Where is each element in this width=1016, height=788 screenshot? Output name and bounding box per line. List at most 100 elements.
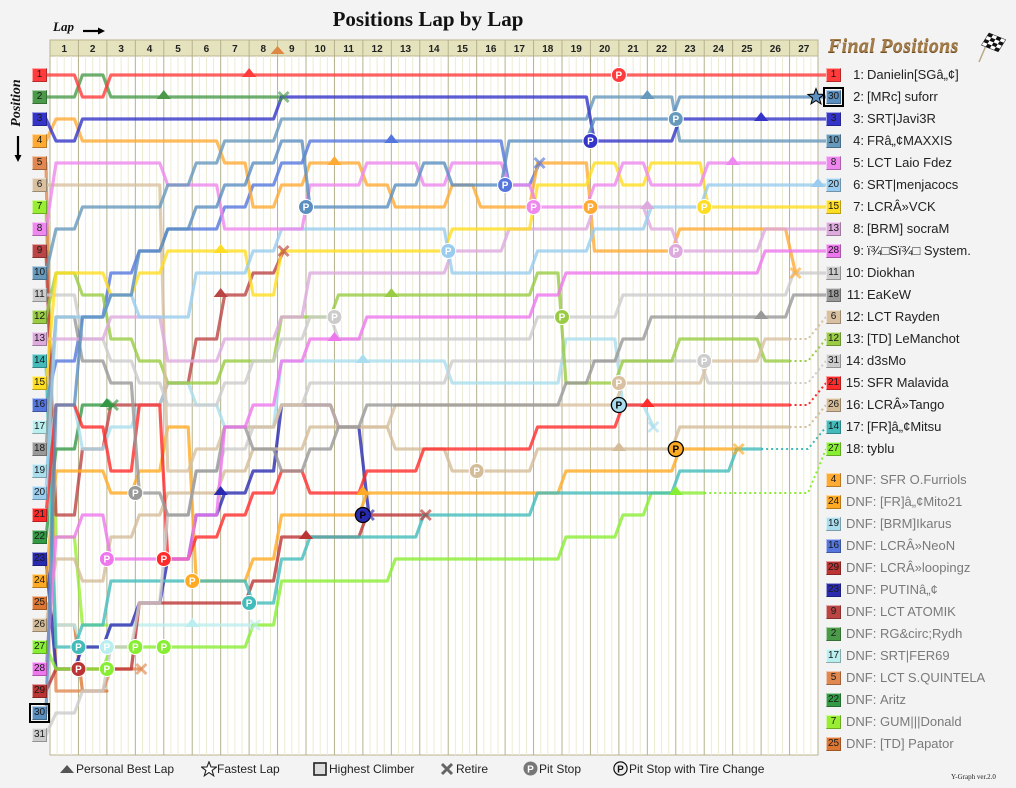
svg-text:P: P xyxy=(473,467,480,478)
svg-text:P: P xyxy=(75,665,82,676)
position-chip: 20 xyxy=(32,486,47,500)
personal-best-triangle-icon xyxy=(725,156,740,165)
position-chip: 24 xyxy=(32,574,47,588)
driver-chip: 3 xyxy=(826,112,841,126)
position-chip: 14 xyxy=(32,354,47,368)
dnf-label: DNF: xyxy=(846,494,877,509)
finisher-row: 10 4: FRâ„¢MAXXIS xyxy=(826,133,1016,149)
dnf-row: 16 DNF: LCRÂ»NeoN xyxy=(826,538,1016,554)
rank-label: 11: xyxy=(846,287,864,302)
driver-chip: 4 xyxy=(826,473,841,487)
driver-chip: 25 xyxy=(826,737,841,751)
svg-text:P: P xyxy=(104,643,111,654)
driver-name: LCRÂ»VCK xyxy=(867,199,936,214)
finisher-row: 21 15: SFR Malavida xyxy=(826,375,1016,391)
position-chip: 27 xyxy=(32,640,47,654)
position-chip: 31 xyxy=(32,728,47,742)
svg-text:P: P xyxy=(701,357,708,368)
driver-name: RG&circ;Rydh xyxy=(880,626,963,641)
driver-chip: 12 xyxy=(826,332,841,346)
dnf-label: DNF: xyxy=(846,736,877,751)
position-chip: 18 xyxy=(32,442,47,456)
retire-x-icon xyxy=(362,508,375,522)
position-chip: 19 xyxy=(32,464,47,478)
personal-best-triangle-icon xyxy=(754,112,769,121)
driver-chip: 30 xyxy=(823,87,844,107)
retire-x-icon xyxy=(249,618,262,632)
position-chip: 11 xyxy=(32,288,47,302)
finisher-row: 26 16: LCRÂ»Tango xyxy=(826,397,1016,413)
position-chip: 5 xyxy=(32,156,47,170)
retire-x-icon xyxy=(647,420,660,434)
svg-text:P: P xyxy=(559,313,566,324)
position-chip: 28 xyxy=(32,662,47,676)
fastest-lap-star-icon xyxy=(806,87,826,106)
driver-chip: 11 xyxy=(826,266,841,280)
pit-stop-icon: P xyxy=(184,573,201,589)
driver-line-11 xyxy=(44,271,828,407)
personal-best-triangle-icon xyxy=(384,288,399,297)
lap-tick-label: 24 xyxy=(713,44,725,55)
personal-best-triangle-icon xyxy=(213,244,228,253)
lap-tick-label: 25 xyxy=(741,44,753,55)
dnf-label: DNF: xyxy=(846,604,877,619)
lap-tick-label: 9 xyxy=(289,44,295,55)
personal-best-triangle-icon xyxy=(156,90,171,99)
finisher-row: 12 13: [TD] LeManchot xyxy=(826,331,1016,347)
rank-label: 18: xyxy=(845,441,864,456)
rank-label: 12: xyxy=(845,309,864,324)
pit-stop-icon: P xyxy=(241,595,258,611)
dnf-label: DNF: xyxy=(846,670,877,685)
legend-label: Pit Stop with Tire Change xyxy=(629,762,765,776)
position-chip: 26 xyxy=(32,618,47,632)
svg-text:P: P xyxy=(331,313,338,324)
driver-chip: 26 xyxy=(826,398,841,412)
driver-name: ï¾□Sï¾□ System. xyxy=(867,243,971,258)
driver-chip: 29 xyxy=(826,561,841,575)
finisher-row: 28 9: ï¾□Sï¾□ System. xyxy=(826,243,1016,259)
personal-best-triangle-icon xyxy=(811,178,825,187)
dnf-row: 22 DNF: Aritz xyxy=(826,692,1016,708)
driver-name: [BRM]Ikarus xyxy=(880,516,952,531)
lap-tick-label: 18 xyxy=(542,44,554,55)
position-chip: 17 xyxy=(32,420,47,434)
lap-tick-label: 2 xyxy=(90,44,96,55)
driver-name: LCT Laio Fdez xyxy=(867,155,953,170)
pit-stop-icon: P xyxy=(468,463,485,479)
pit-stop-icon: P xyxy=(582,199,599,215)
position-chip: 25 xyxy=(32,596,47,610)
pit-stop-icon: P xyxy=(98,551,115,567)
driver-line-18 xyxy=(44,293,828,517)
position-chip: 12 xyxy=(32,310,47,324)
x-icon xyxy=(440,762,454,776)
pit-stop-icon: P xyxy=(497,177,514,193)
driver-name: tyblu xyxy=(867,441,895,456)
legend-label: Highest Climber xyxy=(329,762,415,776)
driver-name: GUM|||Donald xyxy=(880,714,962,729)
driver-name: LCRÂ»loopingz xyxy=(880,560,971,575)
position-chip: 22 xyxy=(32,530,47,544)
pit-stop-icon: P xyxy=(326,309,343,325)
finisher-row: 31 14: d3sMo xyxy=(826,353,1016,369)
finisher-row: 13 8: [BRM] socraM xyxy=(826,221,1016,237)
svg-text:P: P xyxy=(530,203,537,214)
driver-name: Danielin[SGâ„¢] xyxy=(867,67,959,82)
dnf-row: 24 DNF: [FR]â„¢Mito21 xyxy=(826,494,1016,510)
lap-tick-label: 6 xyxy=(204,44,210,55)
rank-label: 5: xyxy=(853,155,864,170)
dnf-row: 17 DNF: SRT|FER69 xyxy=(826,648,1016,664)
personal-best-triangle-icon xyxy=(640,398,655,407)
pit-stop-icon: P xyxy=(667,243,684,259)
driver-chip: 7 xyxy=(826,715,841,729)
svg-text:P: P xyxy=(360,511,367,522)
driver-name: LCRÂ»Tango xyxy=(867,397,945,412)
driver-name: Aritz xyxy=(880,692,906,707)
legend-label: Retire xyxy=(456,762,489,776)
driver-chip: 6 xyxy=(826,310,841,324)
finisher-row: 11 10: Diokhan xyxy=(826,265,1016,281)
driver-chip: 10 xyxy=(826,134,841,148)
lap-tick-label: 1 xyxy=(61,44,67,55)
lap-tick-label: 19 xyxy=(571,44,583,55)
pit-stop-icon: P xyxy=(696,199,713,215)
